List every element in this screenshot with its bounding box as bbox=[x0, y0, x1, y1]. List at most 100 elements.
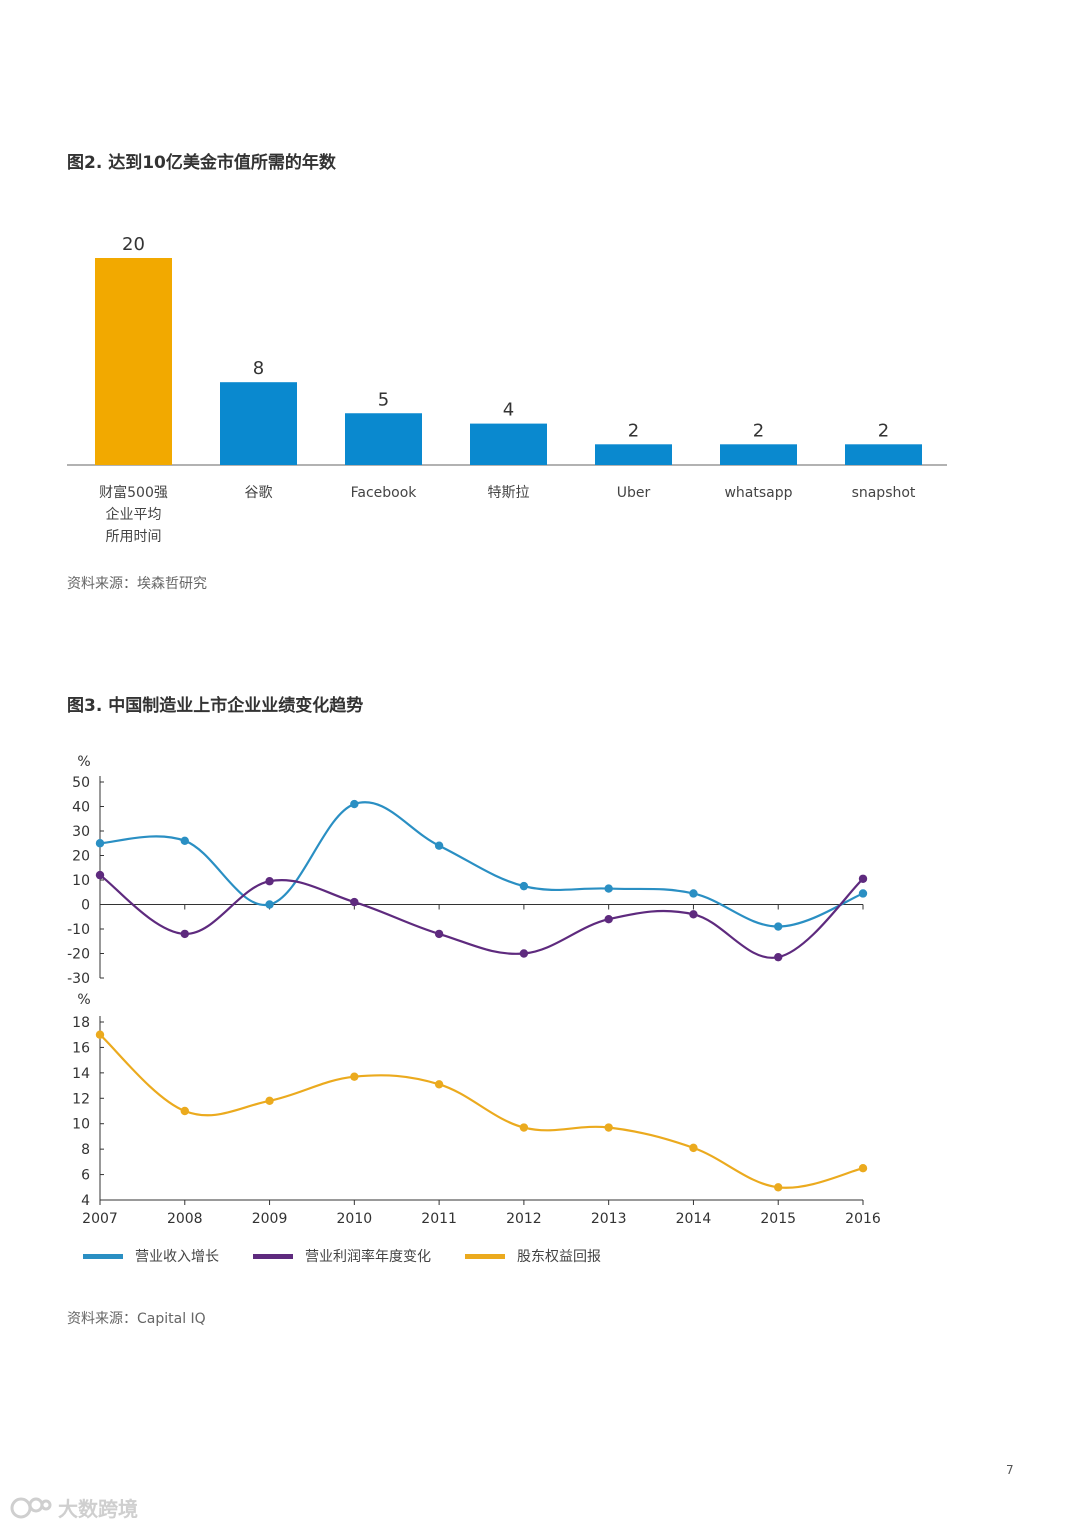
legend: 营业收入增长 营业利润率年度变化 股东权益回报 bbox=[83, 1246, 601, 1266]
series-point-0-1-0 bbox=[95, 870, 105, 880]
bar-category-label-0-2: 所用时间 bbox=[106, 529, 162, 545]
series-point-0-0-1 bbox=[180, 836, 189, 845]
bar-value-label-1: 8 bbox=[253, 358, 264, 379]
panel1-ytick-label-4: 10 bbox=[72, 1117, 90, 1133]
series-point-0-1-6 bbox=[604, 915, 613, 924]
panel1-ytick-label-1: 16 bbox=[72, 1040, 90, 1056]
series-point-0-0-0 bbox=[95, 839, 105, 848]
bar-value-label-3: 4 bbox=[503, 400, 514, 421]
xtick-label-4: 2011 bbox=[421, 1211, 457, 1227]
panel1-unit-label: % bbox=[77, 992, 90, 1008]
series-point-1-0-8 bbox=[774, 1183, 783, 1192]
xtick-label-7: 2014 bbox=[676, 1211, 712, 1227]
xtick-label-5: 2012 bbox=[506, 1211, 542, 1227]
legend-label-margin: 营业利润率年度变化 bbox=[305, 1249, 431, 1265]
series-point-0-0-5 bbox=[519, 881, 529, 891]
series-point-1-0-3 bbox=[350, 1072, 359, 1081]
panel1-ytick-label-5: 8 bbox=[81, 1142, 90, 1158]
panel1-ytick-label-2: 14 bbox=[72, 1066, 90, 1082]
bar-value-label-6: 2 bbox=[878, 420, 889, 441]
series-point-0-0-7 bbox=[689, 889, 698, 898]
panel1-ytick-label-7: 4 bbox=[81, 1193, 90, 1209]
series-point-0-1-9 bbox=[858, 874, 868, 883]
xtick-label-0: 2007 bbox=[82, 1211, 118, 1227]
bar-category-label-4: Uber bbox=[617, 485, 651, 501]
fig3-title: 图3. 中国制造业上市企业业绩变化趋势 bbox=[67, 696, 364, 716]
series-point-0-1-3 bbox=[350, 897, 359, 907]
series-point-0-1-4 bbox=[434, 929, 444, 939]
watermark-logo-icon bbox=[10, 1497, 52, 1518]
watermark-text: 大数跨境 bbox=[58, 1497, 138, 1521]
series-point-1-0-6 bbox=[604, 1123, 613, 1132]
legend-item-margin: 营业利润率年度变化 bbox=[253, 1246, 431, 1266]
series-point-0-0-3 bbox=[350, 799, 359, 809]
series-point-0-1-7 bbox=[689, 910, 698, 919]
bar-category-label-6: snapshot bbox=[852, 485, 916, 501]
bar-value-label-0: 20 bbox=[122, 234, 145, 255]
bar-6 bbox=[845, 444, 922, 465]
bar-category-label-2: Facebook bbox=[351, 485, 418, 501]
series-point-1-0-1 bbox=[180, 1106, 189, 1116]
series-point-0-1-1 bbox=[180, 929, 189, 939]
panel0-ytick-label-4: 10 bbox=[72, 873, 90, 889]
bar-4 bbox=[595, 444, 672, 465]
bar-2 bbox=[345, 413, 422, 465]
series-point-0-1-2 bbox=[265, 877, 274, 886]
panel1-ytick-label-0: 18 bbox=[72, 1015, 90, 1031]
panel0-ytick-label-0: 50 bbox=[72, 775, 90, 791]
bar-value-label-2: 5 bbox=[378, 389, 389, 410]
legend-swatch-margin bbox=[253, 1253, 293, 1259]
series-point-1-0-0 bbox=[95, 1030, 105, 1039]
fig2-title: 图2. 达到10亿美金市值所需的年数 bbox=[67, 153, 336, 173]
xtick-label-3: 2010 bbox=[337, 1211, 373, 1227]
bar-category-label-5: whatsapp bbox=[724, 485, 792, 501]
bar-category-label-0-1: 企业平均 bbox=[106, 506, 162, 523]
series-point-1-0-9 bbox=[858, 1164, 868, 1173]
panel0-ytick-label-6: -10 bbox=[67, 922, 90, 938]
xtick-label-6: 2013 bbox=[591, 1211, 627, 1227]
bar-1 bbox=[220, 382, 297, 465]
panel0-unit-label: % bbox=[77, 754, 90, 770]
series-point-1-0-7 bbox=[689, 1143, 698, 1153]
panel1-ytick-label-6: 6 bbox=[81, 1168, 90, 1184]
watermark: 大数跨境 bbox=[10, 1493, 138, 1522]
legend-item-roe: 股东权益回报 bbox=[465, 1246, 601, 1266]
series-point-0-0-6 bbox=[604, 884, 613, 893]
series-line-0-1 bbox=[99, 874, 864, 959]
panel1-ytick-label-3: 12 bbox=[72, 1091, 90, 1107]
series-point-0-0-8 bbox=[774, 922, 783, 931]
bar-value-label-4: 2 bbox=[628, 420, 639, 441]
panel0-ytick-label-2: 30 bbox=[72, 824, 90, 840]
series-point-0-0-9 bbox=[858, 889, 868, 898]
panel0-ytick-label-1: 40 bbox=[72, 800, 90, 816]
bar-category-label-1: 谷歌 bbox=[245, 485, 273, 501]
panel0-ytick-label-7: -20 bbox=[67, 947, 90, 963]
bar-category-label-3: 特斯拉 bbox=[488, 485, 530, 501]
xtick-label-2: 2009 bbox=[252, 1211, 288, 1227]
panel0-ytick-label-3: 20 bbox=[72, 849, 90, 865]
fig2-source: 资料来源：埃森哲研究 bbox=[67, 576, 207, 592]
panel0-ytick-label-5: 0 bbox=[81, 898, 90, 914]
legend-label-roe: 股东权益回报 bbox=[517, 1249, 601, 1265]
bar-3 bbox=[470, 423, 547, 465]
bar-value-label-5: 2 bbox=[753, 420, 764, 441]
series-point-0-1-8 bbox=[774, 952, 783, 962]
legend-swatch-roe bbox=[465, 1253, 505, 1259]
legend-label-revenue: 营业收入增长 bbox=[135, 1249, 219, 1265]
xtick-label-8: 2015 bbox=[760, 1211, 796, 1227]
series-line-1-0 bbox=[99, 1033, 864, 1189]
xtick-label-9: 2016 bbox=[845, 1211, 881, 1227]
xtick-label-1: 2008 bbox=[167, 1211, 203, 1227]
bar-0 bbox=[95, 258, 172, 465]
legend-item-revenue: 营业收入增长 bbox=[83, 1246, 219, 1266]
bar-category-label-0-0: 财富500强 bbox=[99, 484, 168, 501]
series-point-0-0-4 bbox=[434, 841, 444, 850]
panel0-ytick-label-8: -30 bbox=[67, 971, 90, 987]
page-number: 7 bbox=[1006, 1463, 1014, 1477]
series-point-1-0-4 bbox=[434, 1080, 444, 1089]
series-point-0-0-2 bbox=[265, 900, 274, 909]
series-line-0-0 bbox=[99, 801, 864, 928]
fig3-source: 资料来源：Capital IQ bbox=[67, 1311, 206, 1327]
